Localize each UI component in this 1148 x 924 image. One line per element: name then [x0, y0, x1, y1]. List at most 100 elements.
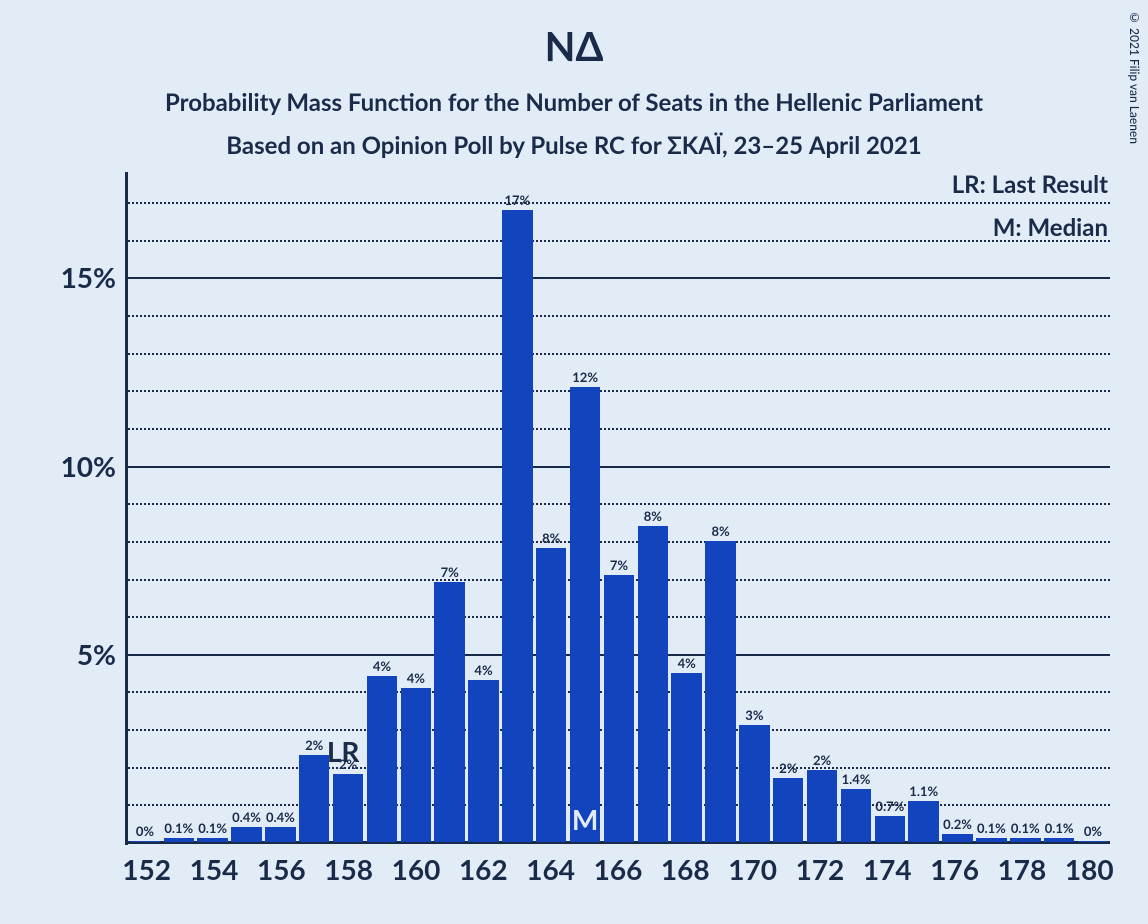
bar-slot: 12% M: [568, 172, 602, 842]
bar-slot: 7%: [602, 172, 636, 842]
bar-slot: 0.1%: [196, 172, 230, 842]
bar-slot: 8%: [636, 172, 670, 842]
x-tick-label: 178: [988, 852, 1055, 886]
bar-slot: 1.4%: [839, 172, 873, 842]
bar: 0.2%: [942, 834, 972, 842]
x-tick-label: 154: [180, 852, 247, 886]
bar: 2%: [299, 755, 329, 842]
bar-value-label: 2%: [802, 752, 842, 768]
bar: 4%: [401, 688, 431, 842]
bar-value-label: 12%: [565, 369, 605, 385]
bar-slot: 0.1%: [974, 172, 1008, 842]
bar: 0.7%: [875, 816, 905, 842]
bar: 4%: [671, 673, 701, 842]
bar-slot: 2%: [771, 172, 805, 842]
plot-area: 0%0.1%0.1%0.4%0.4%2%2%LR4%4%7%4%17%8%12%…: [125, 172, 1110, 844]
bar: 0.4%: [265, 827, 295, 842]
bar: 3%: [739, 725, 769, 842]
x-tick-label: 156: [248, 852, 315, 886]
x-tick-label: 180: [1056, 852, 1123, 886]
bar: 8%: [638, 526, 668, 842]
bar-value-label: 8%: [701, 523, 741, 539]
bar: 7%: [604, 575, 634, 842]
chart-subtitle-2: Based on an Opinion Poll by Pulse RC for…: [0, 131, 1148, 160]
bar: 0.1%: [1010, 838, 1040, 842]
bar-slot: 8%: [534, 172, 568, 842]
bar-slot: 4%: [365, 172, 399, 842]
bar-value-label: 4%: [396, 670, 436, 686]
bar-value-label: 8%: [633, 508, 673, 524]
bar-slot: 0.7%: [873, 172, 907, 842]
bar-value-label: 1.1%: [904, 783, 944, 799]
bar-value-label: 17%: [498, 192, 538, 208]
bar: 0.1%: [164, 838, 194, 842]
bar-slot: 2%LR: [331, 172, 365, 842]
bar-slot: 7%: [433, 172, 467, 842]
bar: 2%: [773, 778, 803, 842]
bar-slot: 4%: [467, 172, 501, 842]
bar: 4%: [367, 676, 397, 842]
x-tick-label: 176: [921, 852, 988, 886]
chart-title: ΝΔ: [0, 0, 1148, 70]
bar: 8%: [705, 541, 735, 842]
bar: 0.4%: [231, 827, 261, 842]
x-tick-label: 174: [854, 852, 921, 886]
x-tick-label: 166: [584, 852, 651, 886]
bar-value-label: 0%: [1073, 823, 1113, 839]
x-tick-label: 164: [517, 852, 584, 886]
bars-container: 0%0.1%0.1%0.4%0.4%2%2%LR4%4%7%4%17%8%12%…: [128, 172, 1110, 842]
bar-value-label: 3%: [735, 707, 775, 723]
bar: 0%: [130, 841, 160, 842]
bar-slot: 2%: [805, 172, 839, 842]
bar-slot: 0.1%: [1042, 172, 1076, 842]
bar: 12%M: [570, 387, 600, 842]
bar-value-label: 7%: [430, 564, 470, 580]
x-tick-label: 162: [450, 852, 517, 886]
bar-value-label: 4%: [667, 655, 707, 671]
bar-value-label: 8%: [531, 530, 571, 546]
x-tick-label: 160: [382, 852, 449, 886]
bar-slot: 0.1%: [162, 172, 196, 842]
bar: 2%: [807, 770, 837, 842]
bar-slot: 0.2%: [941, 172, 975, 842]
bar: 0.1%: [1044, 838, 1074, 842]
bar-value-label: 1.4%: [836, 771, 876, 787]
bar-value-label: 7%: [599, 557, 639, 573]
bar: 4%: [468, 680, 498, 842]
bar-slot: 8%: [704, 172, 738, 842]
bar-slot: 0.1%: [1008, 172, 1042, 842]
bar: 7%: [434, 582, 464, 842]
bar: 1.1%: [908, 801, 938, 842]
y-tick-label: 10%: [61, 449, 116, 483]
bar: 2%LR: [333, 774, 363, 842]
bar: 0.1%: [976, 838, 1006, 842]
y-tick-label: 5%: [77, 637, 116, 671]
bar-slot: 3%: [737, 172, 771, 842]
chart-subtitle-1: Probability Mass Function for the Number…: [0, 88, 1148, 117]
x-tick-label: 172: [786, 852, 853, 886]
bar-slot: 0.4%: [230, 172, 264, 842]
x-tick-label: 158: [315, 852, 382, 886]
bar: 8%: [536, 548, 566, 842]
lr-annotation: LR: [327, 734, 360, 768]
bar-slot: 4%: [670, 172, 704, 842]
bar-slot: 1.1%: [907, 172, 941, 842]
bar-slot: 0%: [128, 172, 162, 842]
x-axis-labels: 1521541561581601621641661681701721741761…: [113, 852, 1123, 886]
x-tick-label: 152: [113, 852, 180, 886]
bar-slot: 4%: [399, 172, 433, 842]
bar: 1.4%: [841, 789, 871, 842]
bar: 17%: [502, 210, 532, 842]
y-tick-label: 15%: [61, 260, 116, 294]
bar-slot: 0.4%: [263, 172, 297, 842]
bar-value-label: 0.4%: [261, 809, 301, 825]
bar: 0%: [1078, 841, 1108, 842]
x-tick-label: 168: [652, 852, 719, 886]
bar-slot: 0%: [1076, 172, 1110, 842]
bar-value-label: 0.7%: [870, 798, 910, 814]
x-tick-label: 170: [719, 852, 786, 886]
bar: 0.1%: [197, 838, 227, 842]
copyright-text: © 2021 Filip van Laenen: [1127, 10, 1142, 144]
bar-value-label: 4%: [464, 662, 504, 678]
median-annotation: M: [572, 802, 598, 836]
